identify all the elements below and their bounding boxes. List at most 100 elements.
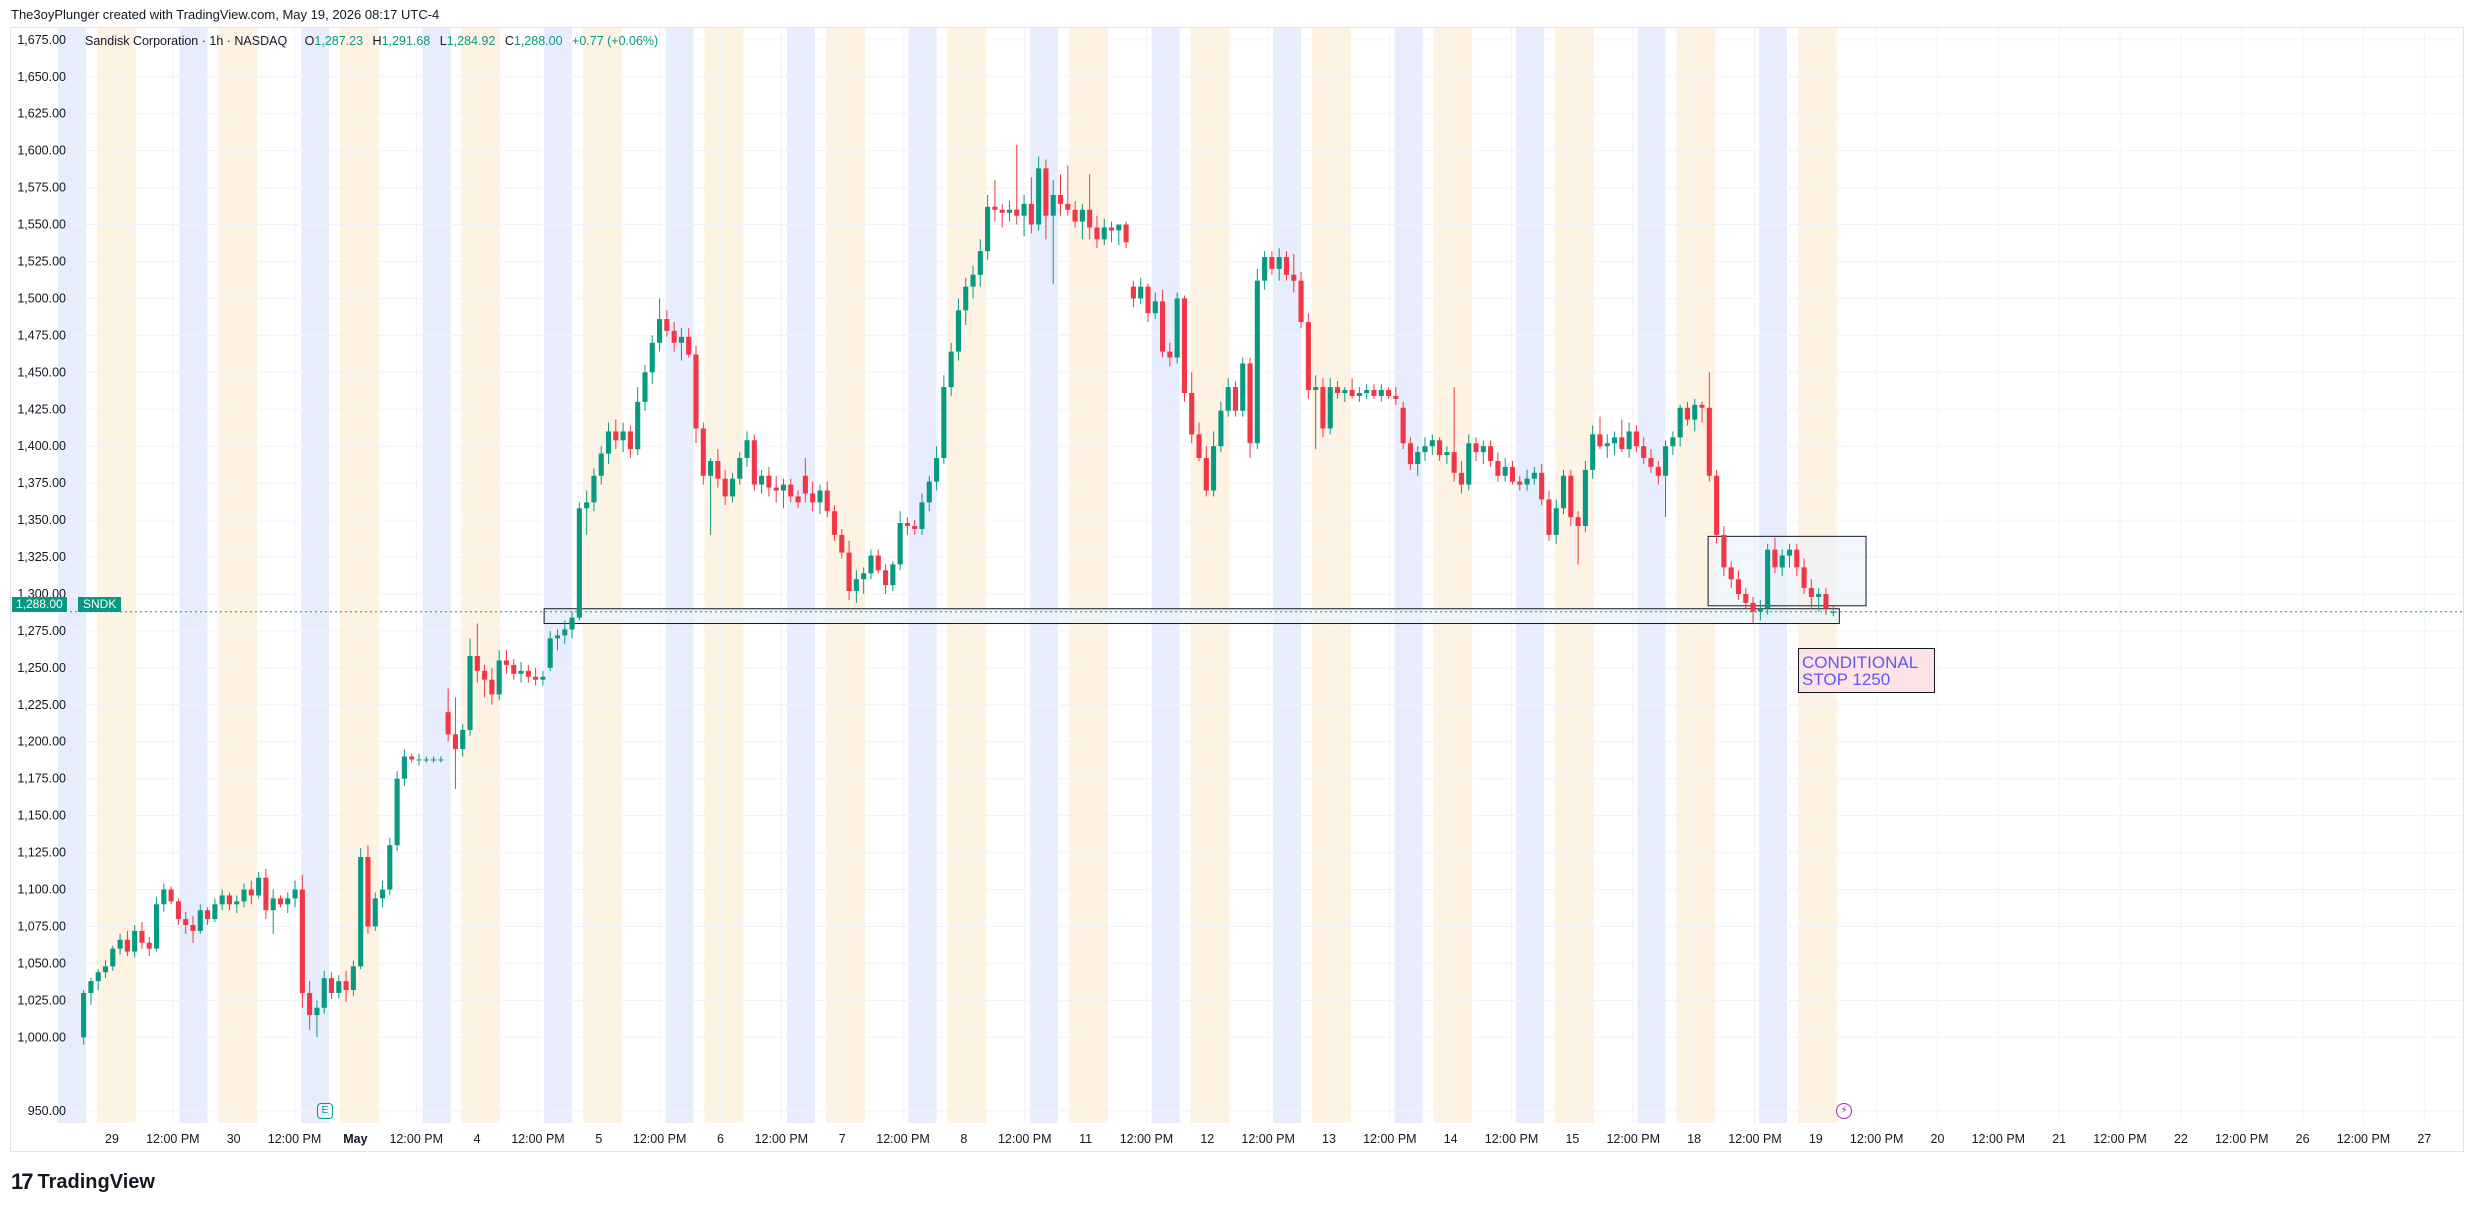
- price-tick-label: 1,400.00: [17, 439, 66, 453]
- candle-body: [737, 458, 743, 479]
- candle-body: [1232, 387, 1239, 411]
- candle-body: [234, 901, 240, 905]
- candle-body: [554, 635, 561, 639]
- lightning-icon[interactable]: ⚡: [1836, 1103, 1852, 1119]
- candle-body: [379, 889, 386, 899]
- candle-body: [751, 440, 757, 485]
- candle-body: [1371, 390, 1377, 396]
- candle-body: [642, 372, 648, 402]
- price-tick-label: 1,225.00: [17, 698, 66, 712]
- candle-body: [963, 286, 969, 311]
- time-tick-label: 12:00 PM: [511, 1132, 565, 1146]
- candle-body: [1174, 298, 1180, 358]
- candle-body: [882, 570, 889, 586]
- time-tick-label: 29: [105, 1132, 119, 1146]
- candle-body: [452, 734, 458, 750]
- candle-body: [1138, 286, 1144, 299]
- close-label: C: [504, 34, 514, 48]
- candle-body: [533, 676, 539, 680]
- candle-body: [1670, 437, 1676, 447]
- candle-body: [569, 617, 575, 630]
- candle-body: [1356, 393, 1362, 396]
- candle-body: [102, 966, 109, 973]
- candle-body: [445, 712, 451, 735]
- candle-body: [839, 534, 845, 553]
- price-tick-label: 1,575.00: [17, 181, 66, 195]
- candles: [81, 144, 1836, 1045]
- candle-body: [1422, 446, 1428, 453]
- candle-body: [1582, 469, 1588, 526]
- high-label: H: [372, 34, 382, 48]
- candle-body: [241, 889, 247, 902]
- time-tick-label: 12:00 PM: [2337, 1132, 2391, 1146]
- time-tick-label: 12:00 PM: [1241, 1132, 1295, 1146]
- postmarket-band: [461, 28, 501, 1123]
- postmarket-band: [1069, 28, 1108, 1123]
- postmarket-band: [218, 28, 258, 1123]
- candle-body: [117, 939, 123, 949]
- time-tick-label: 18: [1687, 1132, 1701, 1146]
- candle-body: [1400, 407, 1406, 444]
- candle-body: [1590, 434, 1596, 470]
- chart-legend: Sandisk Corporation · 1h · NASDAQ O1,287…: [85, 34, 658, 48]
- chart-area[interactable]: [10, 27, 2464, 1152]
- candle-body: [1364, 390, 1370, 393]
- candle-body: [1393, 395, 1399, 399]
- postmarket-band: [826, 28, 865, 1123]
- candle-body: [759, 475, 765, 485]
- candle-body: [1539, 472, 1545, 500]
- postmarket-band: [1312, 28, 1351, 1123]
- candle-body: [1626, 431, 1632, 450]
- candle-body: [977, 251, 983, 275]
- candle-body: [1553, 508, 1559, 535]
- candle-body: [1699, 404, 1705, 408]
- drawing-zones: [543, 535, 1867, 625]
- conditional-stop-note[interactable]: CONDITIONAL STOP 1250: [1798, 648, 1935, 693]
- premarket-band: [1516, 28, 1545, 1123]
- premarket-band: [1394, 28, 1423, 1123]
- time-tick-label: 6: [717, 1132, 724, 1146]
- time-tick-label: 12:00 PM: [998, 1132, 1052, 1146]
- symbol-name[interactable]: Sandisk Corporation · 1h · NASDAQ: [85, 34, 288, 48]
- candle-body: [861, 573, 867, 580]
- time-tick-label: 12:00 PM: [1120, 1132, 1174, 1146]
- earnings-icon[interactable]: E: [317, 1103, 333, 1119]
- candle-body: [562, 629, 568, 636]
- candle-body: [620, 431, 626, 441]
- candle-body: [1451, 452, 1457, 473]
- support-zone-box: [543, 608, 1840, 625]
- price-tick-label: 1,450.00: [17, 365, 66, 379]
- candle-body: [547, 638, 553, 668]
- premarket-band: [422, 28, 451, 1123]
- tradingview-logo[interactable]: 17 TradingView: [11, 1169, 155, 1194]
- candle-body: [948, 351, 954, 388]
- candle-body: [496, 660, 502, 695]
- candle-body: [467, 656, 473, 730]
- candle-body: [423, 759, 429, 761]
- candle-body: [722, 478, 728, 497]
- candle-body: [912, 525, 918, 529]
- candle-body: [649, 342, 655, 373]
- candle-body: [1655, 466, 1661, 476]
- candle-body: [314, 1007, 320, 1016]
- candle-body: [183, 919, 189, 925]
- candle-body: [1714, 475, 1720, 535]
- candle-body: [460, 729, 466, 750]
- candle-body: [1568, 475, 1574, 518]
- candle-body: [474, 656, 480, 671]
- candle-body: [518, 670, 524, 674]
- price-tick-label: 1,275.00: [17, 624, 66, 638]
- candle-body: [219, 895, 225, 905]
- candle-body: [401, 756, 407, 779]
- open-label: O: [304, 34, 315, 48]
- candle-body: [686, 336, 692, 355]
- candle-body: [1692, 404, 1698, 420]
- candle-body: [328, 978, 335, 993]
- candle-body: [627, 431, 633, 450]
- candle-body: [1218, 410, 1224, 447]
- candle-body: [657, 319, 663, 343]
- candle-body: [482, 670, 488, 680]
- candle-body: [146, 942, 152, 949]
- price-tick-label: 1,475.00: [17, 328, 66, 342]
